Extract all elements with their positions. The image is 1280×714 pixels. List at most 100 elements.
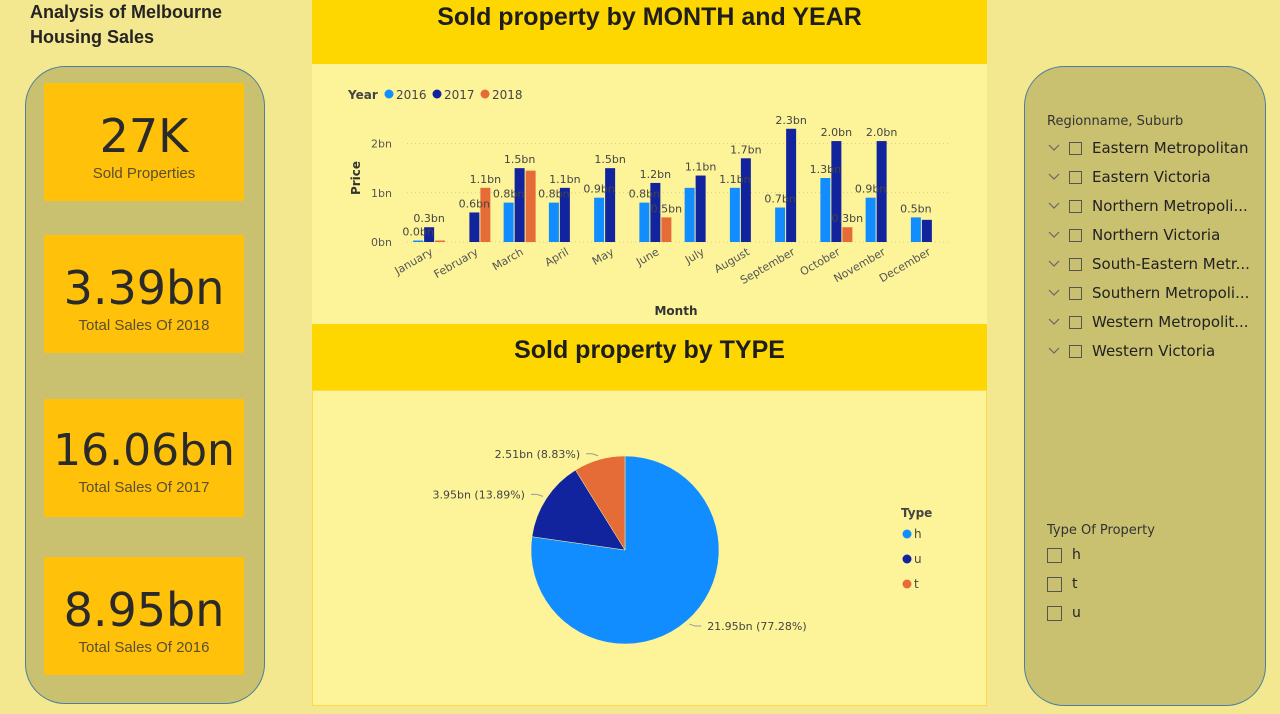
region-checkbox[interactable] bbox=[1069, 170, 1082, 184]
pie-data-label-t: 2.51bn (8.83%) bbox=[495, 448, 580, 461]
kpi-card-sold-properties[interactable]: 27K Sold Properties bbox=[44, 83, 244, 201]
legend-marker-2018 bbox=[480, 89, 490, 99]
bar-data-label: 0.8bn bbox=[629, 188, 660, 201]
bar-2018-june[interactable] bbox=[661, 217, 672, 242]
type-checkbox[interactable] bbox=[1047, 576, 1062, 592]
type-label: u bbox=[1072, 605, 1081, 621]
region-slicer-item[interactable]: Eastern Metropolitan bbox=[1047, 137, 1248, 159]
x-tick-label: December bbox=[877, 245, 933, 285]
bar-chart-visual[interactable]: Year 2016 2017 2018 0.0bn 0.3bn 0.6bn 1.1bn 0.8… bbox=[312, 64, 987, 324]
bar-2016-october[interactable] bbox=[820, 178, 831, 242]
type-checkbox[interactable] bbox=[1047, 605, 1062, 621]
y-tick-label: 0bn bbox=[371, 236, 392, 249]
bar-2016-july[interactable] bbox=[684, 187, 695, 242]
region-slicer-item[interactable]: Northern Victoria bbox=[1047, 224, 1220, 246]
kpi-card-sales-2016[interactable]: 8.95bn Total Sales Of 2016 bbox=[44, 557, 244, 675]
bar-2017-july[interactable] bbox=[695, 175, 706, 242]
region-checkbox[interactable] bbox=[1069, 344, 1082, 358]
region-slicer-item[interactable]: Northern Metropoli... bbox=[1047, 195, 1248, 217]
report-title: Analysis of Melbourne Housing Sales bbox=[30, 0, 290, 50]
bar-2018-october[interactable] bbox=[842, 227, 853, 242]
bar-2016-september[interactable] bbox=[775, 207, 786, 242]
bar-2016-january[interactable] bbox=[413, 240, 424, 242]
bar-2017-march[interactable] bbox=[514, 168, 525, 242]
bar-2016-december[interactable] bbox=[910, 217, 921, 242]
bar-2016-april[interactable] bbox=[548, 202, 559, 242]
bar-2018-february[interactable] bbox=[480, 187, 491, 242]
legend-label-2018[interactable]: 2018 bbox=[492, 88, 523, 102]
bar-2017-august[interactable] bbox=[740, 158, 751, 242]
type-checkbox[interactable] bbox=[1047, 547, 1062, 563]
legend-label-2016[interactable]: 2016 bbox=[396, 88, 427, 102]
pie-chart-visual[interactable]: 21.95bn (77.28%) 3.95bn (13.89%) 2.51bn (8… bbox=[312, 390, 987, 706]
bar-data-label: 0.5bn bbox=[651, 202, 682, 215]
chevron-down-icon[interactable] bbox=[1047, 315, 1061, 329]
bar-data-label: 1.5bn bbox=[504, 153, 535, 166]
bar-2016-august[interactable] bbox=[729, 187, 740, 242]
pie-data-label-h: 21.95bn (77.28%) bbox=[707, 620, 806, 633]
bar-2016-march[interactable] bbox=[503, 202, 514, 242]
kpi-card-sales-2018[interactable]: 3.39bn Total Sales Of 2018 bbox=[44, 235, 244, 353]
legend-label-2017[interactable]: 2017 bbox=[444, 88, 475, 102]
chevron-down-icon[interactable] bbox=[1047, 257, 1061, 271]
region-label: Western Victoria bbox=[1092, 342, 1216, 360]
region-slicer-item[interactable]: Western Metropolit... bbox=[1047, 311, 1249, 333]
region-checkbox[interactable] bbox=[1069, 257, 1082, 271]
bar-2017-may[interactable] bbox=[605, 168, 616, 242]
pie-slice-t[interactable] bbox=[575, 455, 626, 551]
x-tick-label: February bbox=[432, 245, 481, 281]
region-checkbox[interactable] bbox=[1069, 315, 1082, 329]
bar-2017-december[interactable] bbox=[921, 219, 932, 242]
bar-2017-january[interactable] bbox=[424, 227, 435, 242]
kpi-card-sales-2017[interactable]: 16.06bn Total Sales Of 2017 bbox=[44, 399, 244, 517]
region-checkbox[interactable] bbox=[1069, 199, 1082, 213]
bar-2018-march[interactable] bbox=[525, 170, 536, 242]
region-slicer-item[interactable]: Southern Metropoli... bbox=[1047, 282, 1249, 304]
bar-2017-april[interactable] bbox=[559, 187, 570, 242]
bar-data-label: 1.3bn bbox=[810, 163, 841, 176]
region-slicer-item[interactable]: Eastern Victoria bbox=[1047, 166, 1211, 188]
type-slicer-item[interactable]: t bbox=[1047, 574, 1078, 594]
region-checkbox[interactable] bbox=[1069, 228, 1082, 242]
chevron-down-icon[interactable] bbox=[1047, 199, 1061, 213]
bar-2017-june[interactable] bbox=[650, 182, 661, 242]
pie-slice-u[interactable] bbox=[531, 469, 626, 551]
pie-legend-label-t[interactable]: t bbox=[914, 577, 919, 591]
x-axis-title: Month bbox=[654, 304, 697, 318]
bar-2016-may[interactable] bbox=[594, 197, 605, 242]
bar-2017-february[interactable] bbox=[469, 212, 480, 242]
x-tick-label: July bbox=[682, 245, 707, 267]
type-slicer-item[interactable]: h bbox=[1047, 545, 1081, 565]
x-tick-label: June bbox=[633, 245, 661, 269]
bar-2017-november[interactable] bbox=[876, 141, 887, 242]
report-title-line2: Housing Sales bbox=[30, 27, 155, 47]
bar-2017-october[interactable] bbox=[831, 141, 842, 242]
type-slicer-header: Type Of Property bbox=[1047, 523, 1155, 538]
bar-2016-november[interactable] bbox=[865, 197, 876, 242]
chevron-down-icon[interactable] bbox=[1047, 344, 1061, 358]
chevron-down-icon[interactable] bbox=[1047, 286, 1061, 300]
region-slicer-header: Regionname, Suburb bbox=[1047, 114, 1184, 129]
region-label: South-Eastern Metr... bbox=[1092, 255, 1250, 273]
bar-data-label: 0.9bn bbox=[855, 183, 886, 196]
bar-data-label: 1.2bn bbox=[640, 168, 671, 181]
bar-2017-september[interactable] bbox=[786, 128, 797, 242]
bar-data-label: 1.7bn bbox=[730, 143, 761, 156]
kpi-value: 27K bbox=[99, 109, 189, 163]
region-checkbox[interactable] bbox=[1069, 286, 1082, 300]
bar-2016-june[interactable] bbox=[639, 202, 650, 242]
pie-legend-label-h[interactable]: h bbox=[914, 527, 922, 541]
chevron-down-icon[interactable] bbox=[1047, 228, 1061, 242]
region-checkbox[interactable] bbox=[1069, 141, 1082, 155]
bar-2018-january[interactable] bbox=[435, 240, 446, 242]
legend-marker-2017 bbox=[432, 89, 442, 99]
region-slicer-item[interactable]: South-Eastern Metr... bbox=[1047, 253, 1250, 275]
chevron-down-icon[interactable] bbox=[1047, 141, 1061, 155]
type-slicer-item[interactable]: u bbox=[1047, 603, 1081, 623]
bar-gridlines bbox=[407, 143, 950, 243]
pie-legend-label-u[interactable]: u bbox=[914, 552, 922, 566]
chevron-down-icon[interactable] bbox=[1047, 170, 1061, 184]
region-slicer-item[interactable]: Western Victoria bbox=[1047, 340, 1215, 362]
bar-data-label: 1.1bn bbox=[719, 173, 750, 186]
x-tick-label: April bbox=[543, 245, 571, 269]
